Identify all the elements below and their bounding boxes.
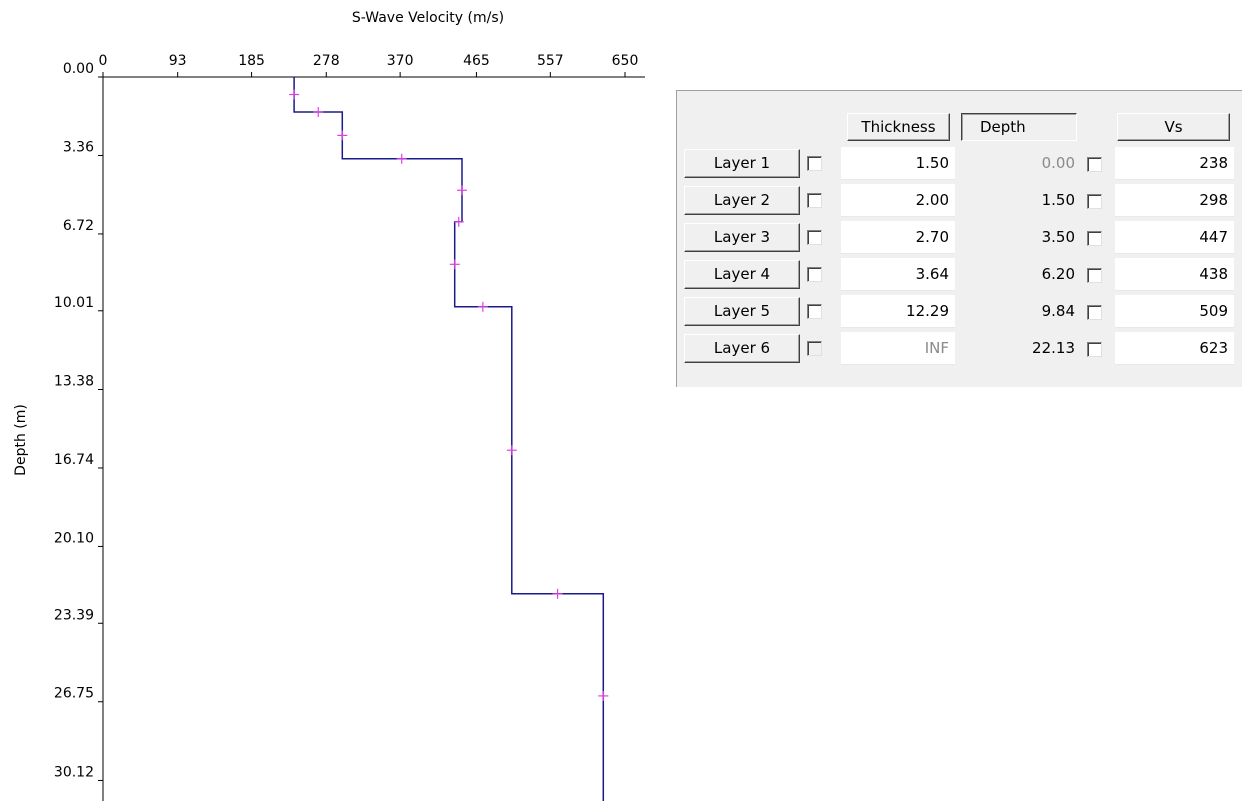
depth-field[interactable]: 1.50 [1041,191,1075,209]
x-tick-label: 465 [463,53,490,69]
velocity-profile-chart: S-Wave Velocity (m/s) Depth (m) 0 93 185 27… [13,10,645,801]
x-tick-label: 278 [313,53,340,69]
depth-lock-checkbox[interactable] [1087,231,1102,246]
thickness-header[interactable]: Thickness [847,113,950,141]
thickness-lock-checkbox[interactable] [807,230,822,245]
x-tick-label: 0 [99,53,108,69]
thickness-lock-checkbox[interactable] [807,267,822,282]
x-tick-label: 185 [238,53,265,69]
thickness-field[interactable]: 1.50 [841,147,955,180]
data-marker [477,301,488,312]
data-markers [289,89,609,701]
x-tick-label: 93 [169,53,187,69]
y-tick-label: 20.10 [54,530,94,546]
depth-field[interactable]: 3.50 [1041,228,1075,246]
x-tick-label: 650 [612,53,639,69]
thickness-field[interactable]: 3.64 [841,258,955,291]
data-marker [552,588,563,599]
data-marker [598,690,609,701]
y-tick-label: 3.36 [63,139,94,155]
depth-header[interactable]: Depth [961,113,1077,141]
vs-field[interactable]: 298 [1115,184,1234,217]
vs-field[interactable]: 623 [1115,332,1234,365]
layer-button[interactable]: Layer 1 [684,149,800,178]
depth-lock-checkbox[interactable] [1087,305,1102,320]
data-marker [449,259,460,270]
data-marker [313,107,324,118]
depth-lock-checkbox[interactable] [1087,194,1102,209]
depth-field[interactable]: 6.20 [1041,265,1075,283]
chart-title: S-Wave Velocity (m/s) [352,10,504,26]
vs-field[interactable]: 509 [1115,295,1234,328]
vs-field[interactable]: 238 [1115,147,1234,180]
x-tick-label: 370 [387,53,414,69]
data-marker [453,216,464,227]
thickness-lock-checkbox[interactable] [807,304,822,319]
layer-button[interactable]: Layer 4 [684,260,800,289]
data-marker [456,185,467,196]
y-axis-label: Depth (m) [13,404,29,476]
data-marker [396,153,407,164]
thickness-field[interactable]: 2.00 [841,184,955,217]
depth-lock-checkbox[interactable] [1087,268,1102,283]
depth-lock-checkbox[interactable] [1087,342,1102,357]
depth-lock-checkbox[interactable] [1087,157,1102,172]
layer-button[interactable]: Layer 3 [684,223,800,252]
thickness-field[interactable]: 2.70 [841,221,955,254]
y-tick-label: 6.72 [63,218,94,234]
y-tick-label: 13.38 [54,373,94,389]
thickness-lock-checkbox[interactable] [807,341,822,356]
layer-table-panel: Thickness Depth Vs Layer 1 1.50 0.00 238 Lay… [676,90,1242,387]
vs-header[interactable]: Vs [1117,113,1230,141]
data-marker [289,89,300,100]
layer-button[interactable]: Layer 5 [684,297,800,326]
y-tick-label: 16.74 [54,452,94,468]
depth-field[interactable]: 0.00 [1041,154,1075,172]
y-tick-label: 0.00 [63,61,94,77]
data-marker [506,445,517,456]
thickness-lock-checkbox[interactable] [807,193,822,208]
y-tick-label: 26.75 [54,686,94,702]
y-tick-label: 23.39 [54,607,94,623]
depth-field[interactable]: 9.84 [1041,302,1075,320]
depth-field[interactable]: 22.13 [1032,339,1075,357]
x-axis-ticks: 0 93 185 278 370 465 557 650 [99,53,639,77]
velocity-profile-line [293,77,605,801]
y-axis-ticks: 0.00 3.36 6.72 10.01 13.38 16.74 20.10 23.39 26.… [54,61,103,781]
vs-field[interactable]: 447 [1115,221,1234,254]
thickness-field[interactable]: INF [841,332,955,365]
velocity-step-line [293,77,605,801]
layer-button[interactable]: Layer 6 [684,334,800,363]
x-tick-label: 557 [537,53,564,69]
y-tick-label: 10.01 [54,295,94,311]
layer-button[interactable]: Layer 2 [684,186,800,215]
data-marker [337,130,348,141]
thickness-lock-checkbox[interactable] [807,156,822,171]
chart-axes [99,74,645,801]
y-tick-label: 30.12 [54,764,94,780]
vs-field[interactable]: 438 [1115,258,1234,291]
thickness-field[interactable]: 12.29 [841,295,955,328]
